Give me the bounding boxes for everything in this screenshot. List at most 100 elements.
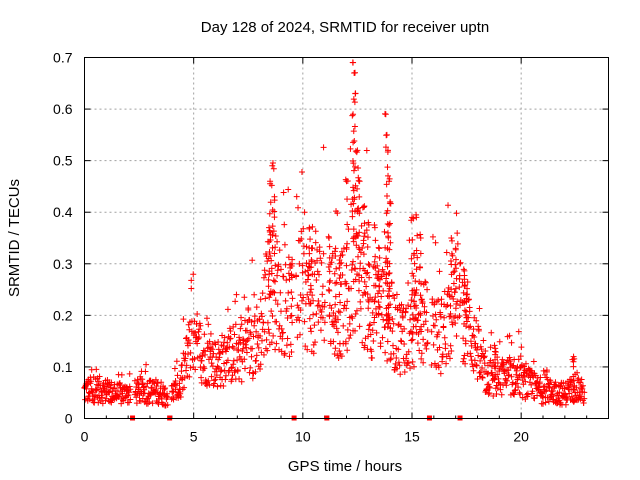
data-point [296, 317, 303, 324]
data-point [506, 354, 513, 361]
data-point [464, 285, 471, 292]
data-point [241, 356, 248, 363]
data-point [431, 322, 438, 329]
data-point [405, 348, 412, 355]
data-point [281, 350, 288, 357]
data-point [188, 285, 195, 292]
data-point [462, 282, 469, 289]
data-point [164, 401, 171, 408]
data-point [393, 355, 400, 362]
data-point [350, 258, 357, 265]
data-point [451, 268, 458, 275]
data-point [253, 304, 260, 311]
data-point [360, 251, 367, 258]
data-point [283, 305, 290, 312]
data-point [375, 275, 382, 282]
data-point [281, 221, 288, 228]
data-point [300, 294, 307, 301]
data-point [221, 339, 228, 346]
data-point [267, 288, 274, 295]
data-point [448, 250, 455, 257]
data-point [398, 338, 405, 345]
data-point [221, 334, 228, 341]
data-point [448, 293, 455, 300]
data-point [409, 330, 416, 337]
data-point [475, 327, 482, 334]
data-point [452, 261, 459, 268]
chart-title: Day 128 of 2024, SRMTID for receiver upt… [201, 19, 489, 36]
data-point [492, 356, 499, 363]
data-point [232, 321, 239, 328]
data-point [284, 314, 291, 321]
x-tick-label: 5 [190, 429, 198, 445]
data-point [413, 266, 420, 273]
data-point [473, 317, 480, 324]
data-point [360, 240, 367, 247]
data-point [499, 362, 506, 369]
data-point [336, 275, 343, 282]
data-point [356, 178, 363, 185]
data-point [266, 330, 273, 337]
data-point [266, 271, 273, 278]
data-point [84, 381, 91, 388]
data-point [236, 334, 243, 341]
data-point [331, 270, 338, 277]
data-point [330, 309, 337, 316]
data-point [546, 384, 553, 391]
data-point [174, 372, 181, 379]
data-point [540, 400, 546, 407]
data-point [386, 316, 393, 323]
data-point [409, 270, 416, 277]
data-point [217, 349, 224, 356]
data-point [469, 363, 476, 370]
data-point [443, 360, 450, 367]
data-point [364, 291, 371, 298]
data-point [233, 291, 240, 298]
data-point [229, 372, 236, 379]
data-point [578, 376, 585, 383]
data-point [386, 178, 393, 185]
data-point [460, 355, 467, 362]
data-point [137, 388, 144, 395]
data-point [431, 360, 438, 367]
data-point [453, 265, 460, 272]
data-point [387, 239, 394, 246]
data-point [466, 304, 473, 311]
data-point [410, 323, 417, 330]
data-point [492, 374, 499, 381]
data-point [503, 377, 510, 384]
data-point [385, 304, 392, 311]
data-point [328, 259, 335, 266]
data-point [381, 228, 388, 235]
data-point [393, 365, 400, 372]
data-point [235, 347, 242, 354]
data-point [439, 353, 446, 360]
data-point [272, 233, 279, 240]
data-point [355, 244, 362, 251]
data-point [405, 302, 412, 309]
data-point [538, 390, 545, 397]
data-point [376, 276, 383, 283]
data-point [356, 323, 363, 330]
data-point [387, 356, 394, 363]
data-point [398, 301, 405, 308]
data-point [228, 365, 235, 372]
y-axis-label: SRMTID / TECUs [6, 179, 23, 297]
data-point [471, 357, 478, 364]
data-point [340, 322, 347, 329]
data-point [468, 342, 475, 349]
data-point [384, 245, 391, 252]
data-point [460, 335, 467, 342]
data-point [577, 379, 584, 386]
data-point [350, 187, 357, 194]
data-point [539, 393, 546, 400]
data-point [450, 295, 457, 302]
data-point [238, 314, 245, 321]
data-point [334, 210, 341, 217]
data-point [351, 123, 358, 130]
data-point [375, 311, 382, 318]
data-point [149, 400, 156, 407]
data-point [420, 336, 427, 343]
data-point [454, 240, 461, 247]
data-point [245, 305, 252, 312]
